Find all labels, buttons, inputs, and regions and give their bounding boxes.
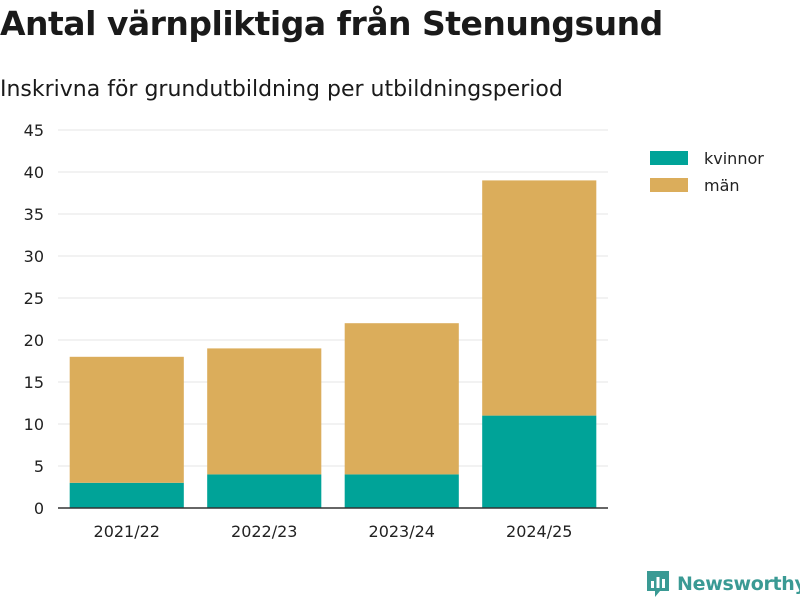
x-tick-label-2024-25: 2024/25 [506, 522, 572, 541]
bar-m-n-2024-25 [482, 180, 597, 416]
x-tick-label-2023-24: 2023/24 [369, 522, 435, 541]
bar-m-n-2021-22 [69, 356, 184, 483]
y-tick-label-15: 15 [24, 373, 44, 392]
y-tick-label-45: 45 [24, 121, 44, 140]
bar-kvinnor-2024-25 [482, 415, 597, 508]
bar-kvinnor-2021-22 [69, 482, 184, 508]
bar-kvinnor-2022-23 [207, 474, 322, 508]
legend-label-kvinnor: kvinnor [704, 149, 764, 168]
y-tick-label-20: 20 [24, 331, 44, 350]
chart-title: Antal värnpliktiga från Stenungsund [0, 4, 663, 43]
bar-m-n-2023-24 [344, 323, 459, 475]
brand-logo: Newsworthy [645, 569, 800, 599]
y-tick-label-30: 30 [24, 247, 44, 266]
brand-name: Newsworthy [677, 573, 800, 595]
x-tick-label-2021-22: 2021/22 [94, 522, 160, 541]
x-tick-label-2022-23: 2022/23 [231, 522, 297, 541]
bar-m-n-2022-23 [207, 348, 322, 475]
y-tick-label-40: 40 [24, 163, 44, 182]
y-tick-label-25: 25 [24, 289, 44, 308]
y-tick-label-10: 10 [24, 415, 44, 434]
newsworthy-logo-icon [647, 571, 669, 597]
legend-label-man: män [704, 176, 740, 195]
axis-layer: 0 5 10 15 20 25 30 35 40 45 2021/22 2022/23 2023/24 2… [24, 121, 608, 541]
legend-swatch-man [650, 178, 688, 192]
legend: kvinnor män [650, 149, 764, 195]
y-tick-label-35: 35 [24, 205, 44, 224]
bar-kvinnor-2023-24 [344, 474, 459, 508]
bar-layer [69, 180, 597, 508]
legend-swatch-kvinnor [650, 151, 688, 165]
y-tick-label-5: 5 [34, 457, 44, 476]
y-tick-label-0: 0 [34, 499, 44, 518]
chart-subtitle: Inskrivna för grundutbildning per utbild… [0, 77, 563, 102]
